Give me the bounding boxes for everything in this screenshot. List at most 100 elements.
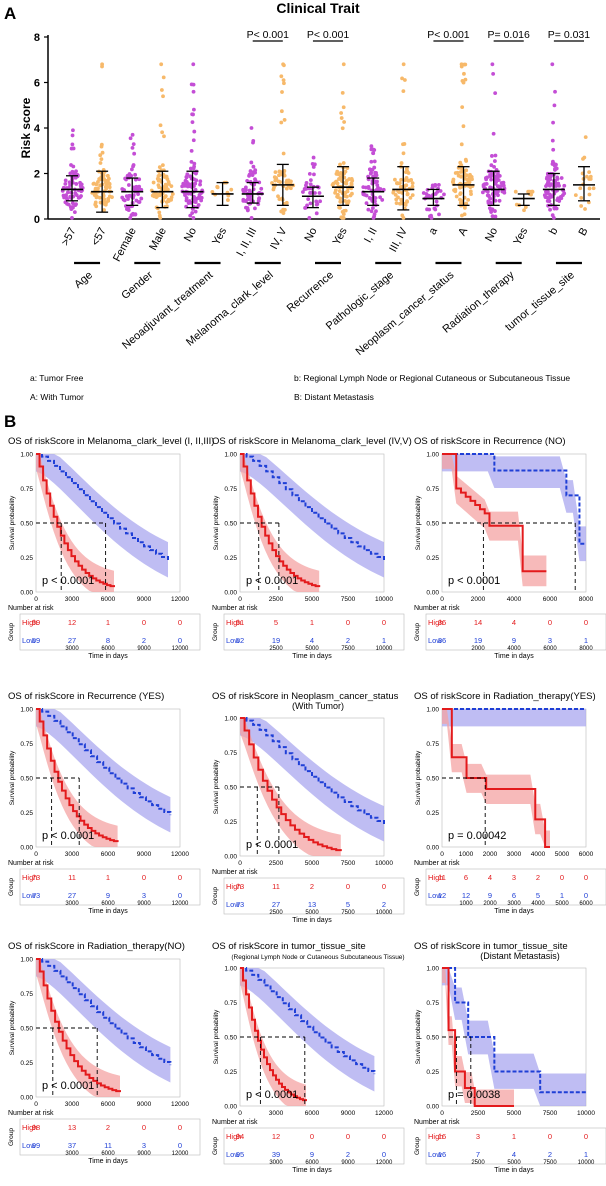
- x-axis-title: Time in days: [88, 653, 128, 660]
- risk-x-tick: 12000: [376, 1160, 393, 1166]
- y-tick-label: 0.75: [224, 750, 237, 757]
- data-point: [100, 64, 104, 69]
- data-point: [310, 161, 315, 166]
- risk-x-tick: 4000: [531, 901, 545, 907]
- risk-count-low: 39: [272, 1150, 280, 1159]
- data-point: [408, 195, 413, 200]
- risk-row-label: High: [226, 618, 241, 627]
- data-point: [488, 185, 493, 190]
- risk-group-label: Group: [414, 623, 421, 641]
- y-tick-label: 0.50: [224, 521, 237, 528]
- data-point: [400, 213, 405, 218]
- risk-count-low: 27: [68, 891, 76, 900]
- risk-group-label: Group: [8, 1128, 15, 1146]
- data-point: [66, 190, 70, 195]
- y-tick-label: 1.00: [224, 966, 237, 973]
- risk-count-high: 0: [548, 618, 552, 627]
- x-axis-title: Time in days: [292, 1167, 332, 1174]
- data-point: [190, 211, 195, 215]
- data-point: [523, 205, 528, 209]
- data-point: [371, 206, 375, 210]
- data-point: [336, 172, 341, 177]
- risk-count-high: 0: [382, 1132, 386, 1141]
- data-point: [550, 213, 555, 218]
- data-point: [587, 170, 592, 174]
- data-point: [133, 177, 138, 182]
- risk-x-tick: 2500: [269, 910, 283, 916]
- risk-count-low: 2: [548, 1150, 552, 1159]
- data-point: [102, 177, 106, 181]
- risk-table-title: Number at risk: [212, 869, 258, 876]
- data-point: [273, 178, 278, 183]
- y-tick-label: 0.75: [426, 486, 439, 493]
- data-point: [394, 197, 399, 202]
- low-risk-curve: [36, 453, 169, 561]
- category-dots: [210, 180, 234, 202]
- data-point: [492, 159, 497, 163]
- x-tick-label: 12000: [171, 851, 189, 858]
- data-point: [107, 185, 112, 190]
- risk-table-title: Number at risk: [8, 1110, 54, 1117]
- data-point: [162, 134, 166, 139]
- data-point: [312, 172, 316, 177]
- data-point: [279, 109, 284, 114]
- x-tick-label: 5000: [507, 1110, 522, 1117]
- data-point: [429, 213, 433, 218]
- data-point: [279, 74, 284, 79]
- high-risk-curve: [442, 708, 550, 848]
- x-tick-label: 9000: [341, 1110, 356, 1117]
- data-point: [98, 153, 103, 158]
- data-point: [555, 175, 560, 180]
- data-point: [126, 205, 131, 210]
- data-point: [314, 211, 319, 216]
- risk-table-title: Number at risk: [8, 605, 54, 612]
- risk-count-low: 37: [68, 1141, 76, 1150]
- risk-x-tick: 12000: [172, 646, 189, 652]
- data-point: [485, 193, 490, 198]
- risk-row-label: High: [226, 882, 241, 891]
- data-point: [160, 163, 165, 168]
- data-point: [464, 173, 469, 178]
- risk-count-high: 0: [382, 882, 386, 891]
- data-point: [314, 202, 319, 207]
- risk-table-frame: [425, 613, 606, 651]
- x-tick-label: 4000: [531, 851, 546, 858]
- y-tick-label: 0.00: [20, 590, 33, 597]
- data-point: [487, 199, 492, 204]
- group-label: Age: [72, 269, 95, 291]
- y-tick-label: 1.00: [20, 957, 33, 964]
- data-point: [400, 76, 404, 81]
- plot-title: OS of riskScore in Melanoma_clark_level …: [8, 436, 214, 447]
- risk-count-high: 11: [68, 873, 76, 882]
- data-point: [193, 209, 198, 214]
- data-point: [229, 187, 234, 192]
- data-point: [434, 199, 439, 204]
- risk-count-low: 19: [272, 636, 280, 645]
- y-tick-label: 2: [34, 169, 40, 181]
- risk-count-high: 3: [512, 873, 516, 882]
- data-point: [490, 62, 495, 67]
- risk-x-tick: 3000: [65, 646, 79, 652]
- data-point: [587, 192, 592, 197]
- risk-x-tick: 5000: [305, 910, 319, 916]
- data-point: [432, 206, 437, 211]
- data-point: [369, 147, 374, 152]
- y-tick-label: 1.00: [20, 707, 33, 714]
- pvalue-label: p < 0.0001: [246, 1089, 298, 1101]
- risk-count-low: 59: [32, 636, 40, 645]
- data-point: [215, 184, 220, 189]
- plot-title: OS of riskScore in Recurrence (YES): [8, 691, 164, 702]
- risk-x-tick: 2500: [269, 646, 283, 652]
- confidence-band: [36, 959, 171, 1083]
- risk-count-high: 4: [488, 873, 492, 882]
- y-tick-label: 0.75: [426, 1000, 439, 1007]
- y-tick-label: 0.75: [20, 991, 33, 998]
- data-point: [68, 183, 72, 187]
- risk-count-high: 0: [178, 1123, 182, 1132]
- risk-x-tick: 3000: [507, 901, 521, 907]
- data-point: [488, 196, 492, 201]
- data-point: [559, 196, 564, 201]
- category-label: B: [577, 226, 591, 238]
- data-point: [458, 192, 463, 197]
- data-point: [253, 177, 257, 182]
